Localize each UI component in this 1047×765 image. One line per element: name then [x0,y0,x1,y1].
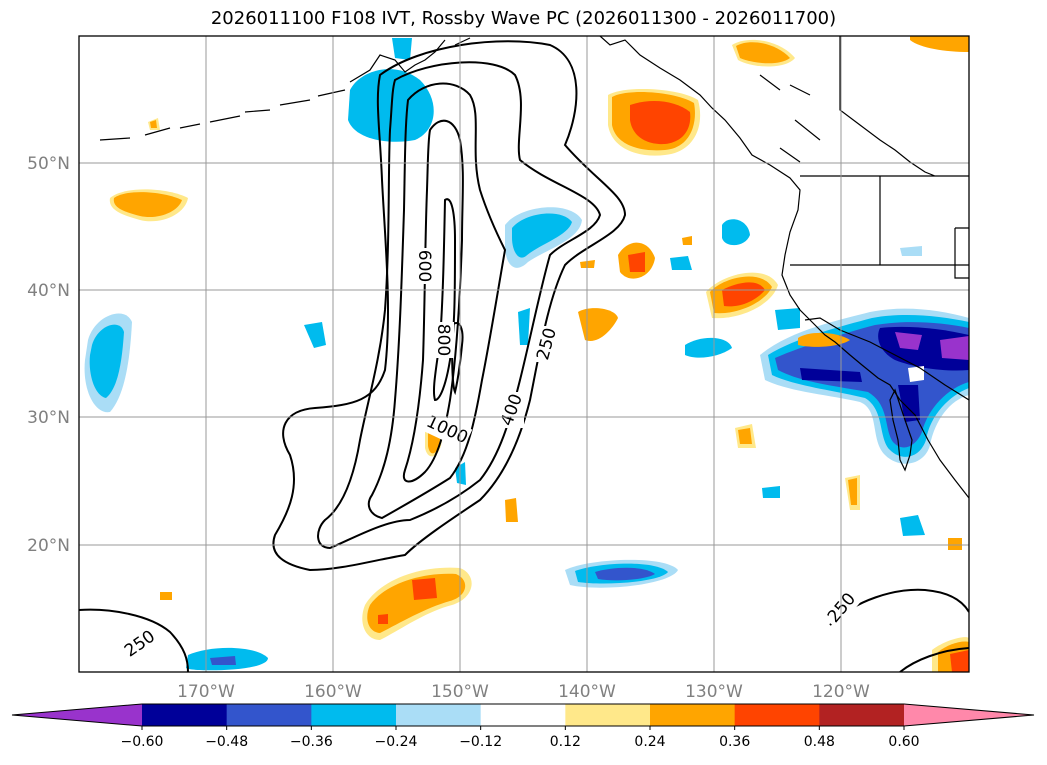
anomaly-blob [595,567,655,581]
colorbar-tick-label: 0.60 [888,734,919,750]
anomaly-blob [738,428,752,444]
lat-label: 50°N [27,154,70,174]
colorbar-segment [396,704,482,726]
anomaly-blob [762,486,780,498]
contour-label: 800 [433,324,453,356]
anomaly-blob [736,42,790,64]
anomaly-blob [392,38,412,60]
colorbar-segment [650,704,736,726]
colorbar-segment [311,704,397,726]
colorbar-tick-label: −0.24 [375,734,418,750]
anomaly-blob [848,478,857,505]
colorbar-tick-label: −0.36 [290,734,333,750]
anomaly-blob [630,100,691,145]
lon-label: 170°W [177,682,235,702]
colorbar-segment [142,704,228,726]
lat-label: 20°N [27,536,70,556]
lon-label: 150°W [431,682,489,702]
anomaly-blob [378,614,388,624]
contour-400 [317,61,602,550]
lat-label: 40°N [27,281,70,301]
lon-labels: 170°W 160°W 150°W 140°W 130°W 120°W [177,682,870,702]
map-title: 2026011100 F108 IVT, Rossby Wave PC (202… [210,8,837,29]
anomaly-blob [895,332,922,350]
lon-label: 120°W [812,682,870,702]
anomaly-blob [367,573,466,633]
colorbar-tick-label: 0.36 [719,734,750,750]
anomaly-blob [210,656,236,665]
lat-labels: 50°N 40°N 30°N 20°N [27,154,70,556]
lon-label: 130°W [685,682,743,702]
anomaly-blob [578,308,618,341]
anomaly-blob [800,368,862,382]
colorbar: −0.60 −0.48 −0.36 −0.24 −0.12 0.12 0.24 0.36 0.4… [11,703,1035,750]
colorbar-tick-label: 0.48 [804,734,835,750]
lon-label: 160°W [304,682,362,702]
contour-1000 [432,198,457,402]
contour-250-main [272,40,627,572]
anomaly-blob [412,578,437,600]
anomaly-blob [150,120,157,128]
anomaly-blob [722,219,750,246]
contour-250-se-b [899,647,969,672]
anomaly-blob [898,385,920,422]
coastlines [99,36,969,499]
anomaly-blob [670,256,692,270]
anomaly-blob [505,498,518,522]
colorbar-tick-label: 0.24 [634,734,665,750]
ivt-contours [79,40,969,672]
gridlines [79,36,969,672]
anomaly-blob [722,282,765,307]
colorbar-extend-max [904,704,1034,726]
anomaly-blob [512,213,572,258]
anomaly-blob [775,308,800,330]
anomaly-blob [948,538,962,550]
anomaly-blob [518,308,530,345]
colorbar-segment [565,704,651,726]
anomaly-blob [160,592,172,600]
colorbar-segment [819,704,905,726]
anomaly-blob [89,324,124,398]
colorbar-tick-label: −0.12 [459,734,502,750]
map-frame [78,35,970,673]
colorbar-tick-label: −0.48 [205,734,248,750]
colorbar-tick-label: −0.60 [121,734,164,750]
anomaly-blob [304,322,326,348]
anomaly-blob [910,36,969,52]
lon-label: 140°W [558,682,616,702]
anomaly-blob [685,337,732,358]
anomaly-blob [628,252,645,272]
anomaly-blob [940,336,969,360]
anomaly-blob [682,236,692,245]
anomaly-blob [900,515,925,536]
lat-label: 30°N [27,408,70,428]
colorbar-extend-min [12,704,142,726]
anomaly-blob [113,192,182,218]
contour-600 [367,82,507,520]
contour-1000-inner [450,322,464,396]
colorbar-segment [734,704,820,726]
colorbar-tick-label: 0.12 [550,734,581,750]
contour-250-sw [79,608,189,672]
colorbar-segment [226,704,312,726]
contour-label: 600 [414,250,434,282]
anomaly-blob [950,650,969,672]
anomaly-blob [900,246,922,256]
anomaly-blob [908,366,924,382]
colorbar-segment [480,704,566,726]
